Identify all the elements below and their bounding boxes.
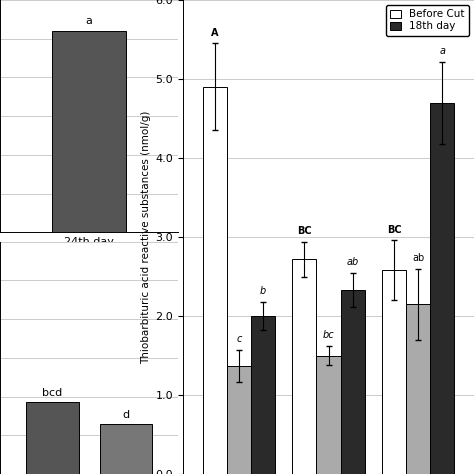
Bar [382,270,406,474]
Text: BC: BC [297,226,312,236]
Text: a: a [86,16,92,27]
Text: bc: bc [323,330,334,340]
Bar [100,424,152,474]
Legend: Before Cut, 18th day: Before Cut, 18th day [386,5,469,36]
Text: ab: ab [346,257,359,267]
Text: ab: ab [412,253,424,263]
Text: A: A [211,28,219,38]
Text: b: b [260,286,266,296]
Text: a: a [439,46,445,56]
Bar [406,304,430,474]
Y-axis label: Thiobarbituric acid reactive substances (nmol/g): Thiobarbituric acid reactive substances … [141,110,151,364]
Text: c: c [236,335,242,345]
Bar [52,31,127,232]
Bar [251,316,275,474]
Bar [430,103,454,474]
Bar [340,290,365,474]
Bar [227,366,251,474]
Bar [292,259,317,474]
Text: bcd: bcd [42,389,63,399]
Text: BC: BC [387,225,401,235]
Bar [26,402,79,474]
Bar [203,87,227,474]
Bar [317,356,340,474]
Text: d: d [122,410,129,420]
